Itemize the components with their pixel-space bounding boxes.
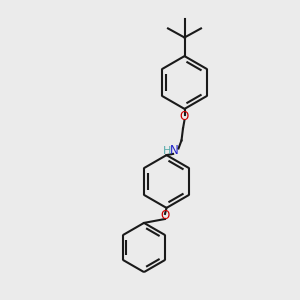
Text: O: O [180,110,189,123]
Text: N: N [169,144,178,158]
Text: O: O [160,209,169,222]
Text: H: H [163,146,171,156]
